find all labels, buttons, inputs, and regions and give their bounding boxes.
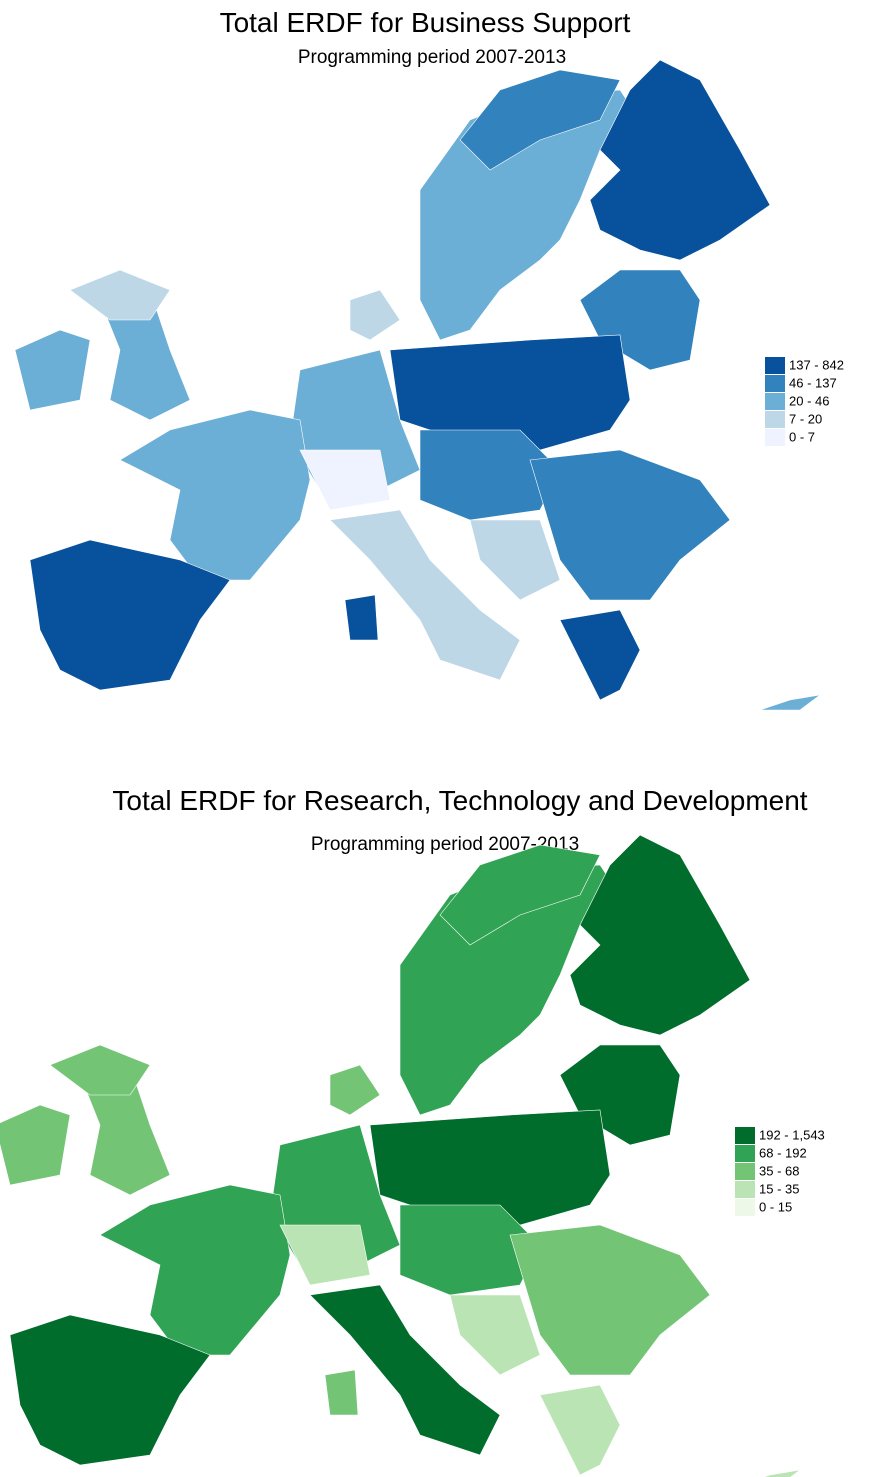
legend-label: 46 - 137 bbox=[789, 375, 837, 390]
map-title: Total ERDF for Research, Technology and … bbox=[112, 785, 807, 816]
legend-swatch bbox=[765, 375, 785, 392]
legend-swatch bbox=[735, 1199, 755, 1216]
region bbox=[350, 290, 400, 340]
region bbox=[330, 1065, 380, 1115]
legend-label: 0 - 15 bbox=[759, 1199, 792, 1214]
region bbox=[450, 1295, 540, 1375]
legend-label: 20 - 46 bbox=[789, 393, 829, 408]
legend-label: 35 - 68 bbox=[759, 1163, 799, 1178]
legend-swatch bbox=[735, 1181, 755, 1198]
region bbox=[325, 1370, 358, 1415]
legend-label: 0 - 7 bbox=[789, 429, 815, 444]
legend-label: 7 - 20 bbox=[789, 411, 822, 426]
map bbox=[0, 835, 800, 1477]
region bbox=[280, 1225, 370, 1285]
region bbox=[540, 1385, 620, 1475]
region bbox=[0, 1105, 70, 1185]
region bbox=[740, 1470, 800, 1477]
region bbox=[345, 595, 378, 640]
legend-label: 192 - 1,543 bbox=[759, 1127, 825, 1142]
legend-label: 137 - 842 bbox=[789, 357, 844, 372]
map-title: Total ERDF for Business Support bbox=[220, 7, 631, 38]
region bbox=[560, 610, 640, 700]
legend-swatch bbox=[765, 357, 785, 374]
region bbox=[760, 695, 820, 710]
legend-swatch bbox=[765, 429, 785, 446]
legend-label: 15 - 35 bbox=[759, 1181, 799, 1196]
region bbox=[510, 1225, 710, 1375]
legend-swatch bbox=[735, 1127, 755, 1144]
map-subtitle: Programming period 2007-2013 bbox=[298, 47, 566, 68]
legend-swatch bbox=[735, 1163, 755, 1180]
region bbox=[530, 450, 730, 600]
legend-swatch bbox=[735, 1145, 755, 1162]
page: Total ERDF for Business Support Programm… bbox=[0, 0, 869, 1477]
legend-swatch bbox=[765, 411, 785, 428]
region bbox=[70, 270, 170, 320]
map bbox=[15, 60, 820, 710]
legend-label: 68 - 192 bbox=[759, 1145, 807, 1160]
region bbox=[15, 330, 90, 410]
region bbox=[300, 450, 390, 510]
region bbox=[50, 1045, 150, 1095]
region bbox=[470, 520, 560, 600]
legend-swatch bbox=[765, 393, 785, 410]
